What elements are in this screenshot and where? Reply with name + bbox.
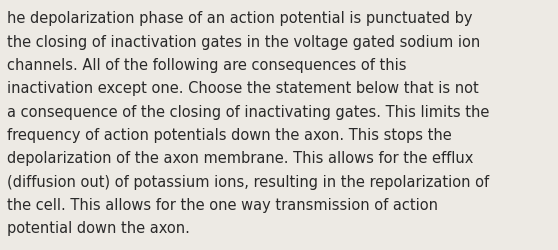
Text: inactivation except one. Choose the statement below that is not: inactivation except one. Choose the stat… bbox=[7, 81, 479, 96]
Text: frequency of action potentials down the axon. This stops the: frequency of action potentials down the … bbox=[7, 128, 452, 142]
Text: depolarization of the axon membrane. This allows for the efflux: depolarization of the axon membrane. Thi… bbox=[7, 151, 474, 166]
Text: (diffusion out) of potassium ions, resulting in the repolarization of: (diffusion out) of potassium ions, resul… bbox=[7, 174, 489, 189]
Text: the closing of inactivation gates in the voltage gated sodium ion: the closing of inactivation gates in the… bbox=[7, 34, 480, 50]
Text: he depolarization phase of an action potential is punctuated by: he depolarization phase of an action pot… bbox=[7, 11, 473, 26]
Text: channels. All of the following are consequences of this: channels. All of the following are conse… bbox=[7, 58, 407, 73]
Text: potential down the axon.: potential down the axon. bbox=[7, 220, 190, 236]
Text: a consequence of the closing of inactivating gates. This limits the: a consequence of the closing of inactiva… bbox=[7, 104, 489, 119]
Text: the cell. This allows for the one way transmission of action: the cell. This allows for the one way tr… bbox=[7, 197, 438, 212]
